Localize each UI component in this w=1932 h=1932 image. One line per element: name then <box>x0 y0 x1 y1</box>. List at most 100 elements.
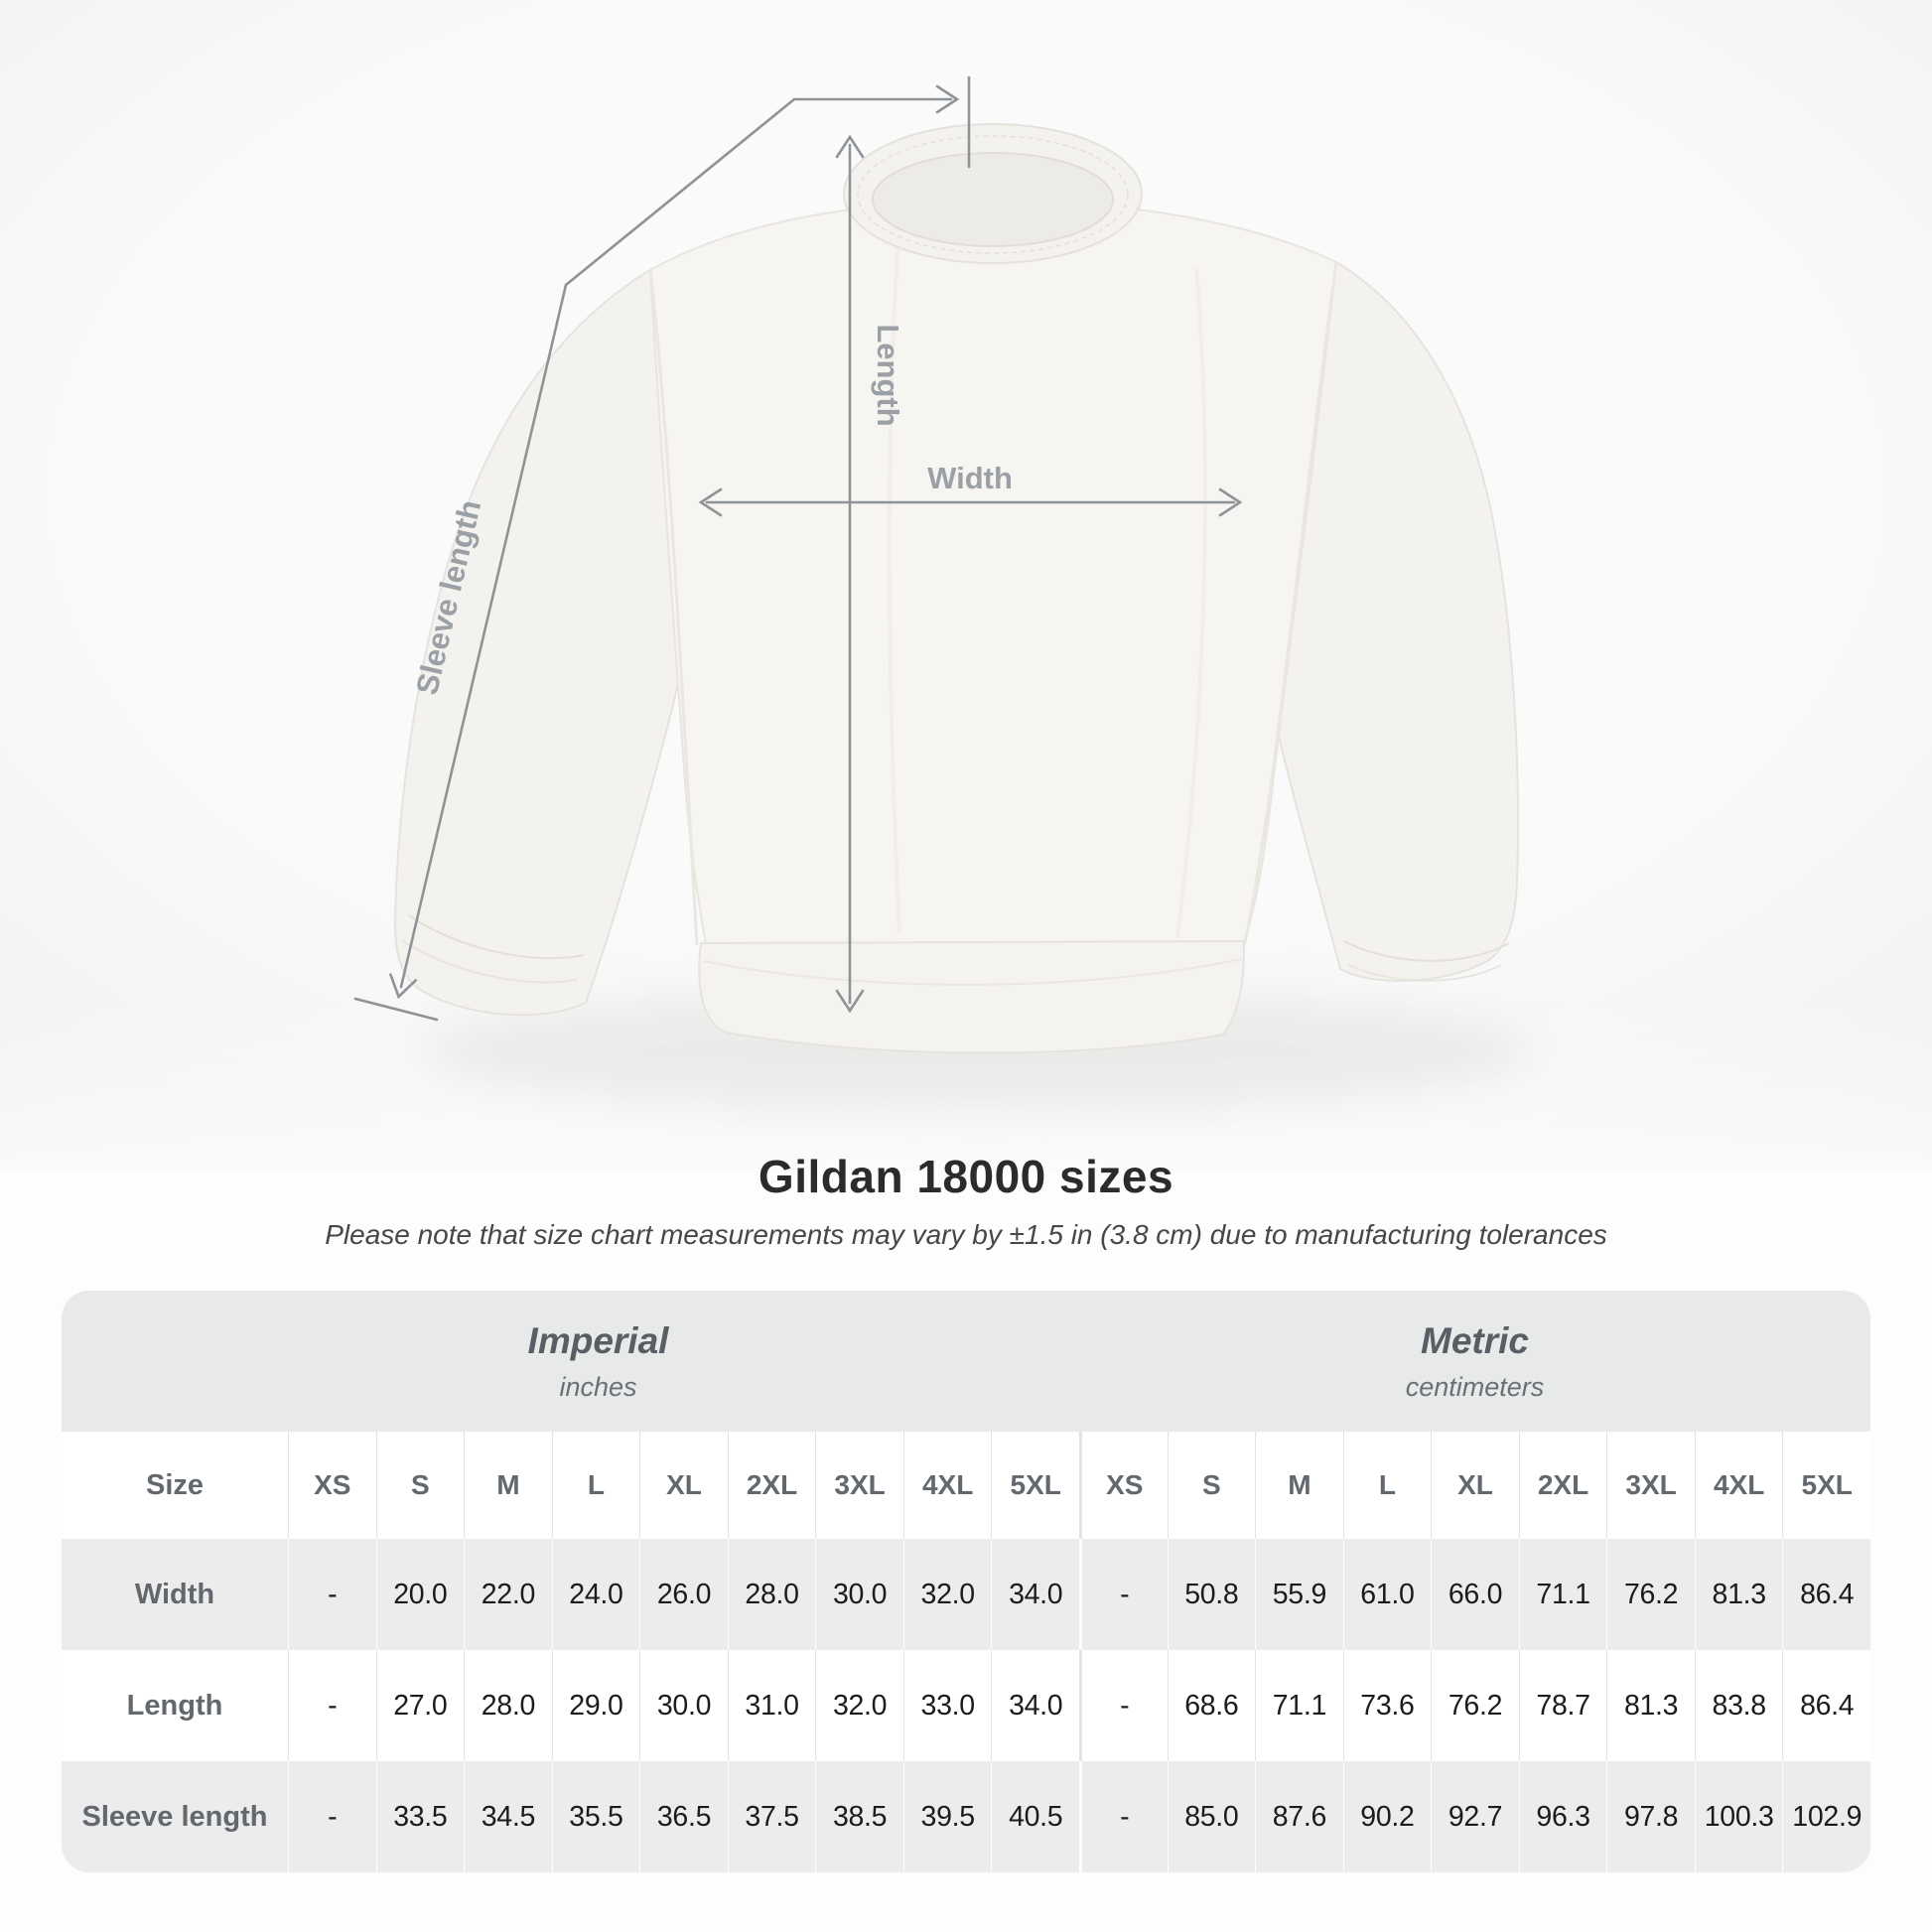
value-cell: - <box>288 1761 376 1872</box>
body <box>648 199 1338 953</box>
value-cell: 85.0 <box>1167 1761 1256 1872</box>
value-cell: - <box>1079 1761 1168 1872</box>
value-cell: 40.5 <box>991 1761 1079 1872</box>
value-cell: 71.1 <box>1518 1539 1607 1650</box>
sleeve-length-line <box>399 97 796 989</box>
left-side-seam <box>648 269 699 946</box>
value-cell: 92.7 <box>1431 1761 1519 1872</box>
value-cell: 90.2 <box>1342 1761 1432 1872</box>
size-col-header: Size <box>62 1432 288 1539</box>
value-cell: - <box>288 1539 376 1650</box>
tolerance-note: Please note that size chart measurements… <box>325 1219 1607 1250</box>
size-header-cell: XL <box>1431 1432 1519 1539</box>
value-cell: 81.3 <box>1694 1539 1783 1650</box>
sweatshirt <box>393 123 1519 1054</box>
value-cell: 36.5 <box>639 1761 728 1872</box>
value-cell: - <box>288 1650 376 1761</box>
metric-title: Metric <box>1421 1319 1529 1361</box>
value-cell: 78.7 <box>1518 1650 1607 1761</box>
value-cell: 24.0 <box>551 1539 640 1650</box>
value-cell: 34.5 <box>464 1761 552 1872</box>
unit-group-imperial: Imperial inches <box>62 1291 1079 1432</box>
size-table: Imperial inches Metric centimeters Size X… <box>62 1291 1870 1872</box>
value-cell: 50.8 <box>1167 1539 1256 1650</box>
size-header-cell: XL <box>639 1432 728 1539</box>
length-label: Length <box>871 324 905 426</box>
row-label: Length <box>62 1650 288 1761</box>
value-cell: 97.8 <box>1606 1761 1695 1872</box>
size-header-cell: 4XL <box>902 1432 992 1539</box>
arrowhead-right-2 <box>1218 487 1243 517</box>
value-cell: - <box>1079 1650 1168 1761</box>
value-cell: 32.0 <box>902 1539 992 1650</box>
value-cell: 61.0 <box>1342 1539 1432 1650</box>
collar-stitch <box>857 135 1129 254</box>
value-cell: 87.6 <box>1255 1761 1343 1872</box>
value-cell: 33.5 <box>375 1761 465 1872</box>
sleeve-tick <box>353 997 439 1022</box>
value-cell: 28.0 <box>464 1650 552 1761</box>
collar-opening <box>872 152 1114 247</box>
size-header-cell: M <box>1255 1432 1343 1539</box>
value-cell: 39.5 <box>902 1761 992 1872</box>
value-cell: 30.0 <box>815 1539 903 1650</box>
row-label: Width <box>62 1539 288 1650</box>
width-label: Width <box>927 461 1013 495</box>
value-cell: 102.9 <box>1782 1761 1870 1872</box>
value-cell: 86.4 <box>1782 1650 1870 1761</box>
imperial-title: Imperial <box>527 1319 669 1361</box>
value-cell: 29.0 <box>551 1650 640 1761</box>
hem-band <box>698 939 1246 1054</box>
arrowhead-right <box>935 84 960 114</box>
value-cell: 66.0 <box>1431 1539 1519 1650</box>
arrowhead-down <box>835 989 865 1014</box>
value-cell: 37.5 <box>727 1761 816 1872</box>
size-header-cell: 5XL <box>991 1432 1079 1539</box>
hem-seam <box>702 958 1242 986</box>
value-cell: 26.0 <box>639 1539 728 1650</box>
value-cell: 30.0 <box>639 1650 728 1761</box>
value-cell: 22.0 <box>464 1539 552 1650</box>
value-cell: 31.0 <box>727 1650 816 1761</box>
value-cell: 76.2 <box>1606 1539 1695 1650</box>
value-cell: 96.3 <box>1518 1761 1607 1872</box>
value-cell: 76.2 <box>1431 1650 1519 1761</box>
unit-group-metric: Metric centimeters <box>1079 1291 1870 1432</box>
value-cell: 33.0 <box>902 1650 992 1761</box>
value-cell: 27.0 <box>375 1650 465 1761</box>
title-block: Gildan 18000 sizes Please note that size… <box>0 1150 1932 1251</box>
value-cell: 20.0 <box>375 1539 465 1650</box>
imperial-unit: inches <box>559 1371 637 1402</box>
size-grid: Size XS S M L XL 2XL 3XL 4XL 5XL XS S M L XL 2XL 3XL 4XL 5… <box>62 1432 1870 1872</box>
right-side-seam <box>1243 261 1338 944</box>
size-header-cell: 2XL <box>727 1432 816 1539</box>
size-header-cell: S <box>375 1432 465 1539</box>
page-title: Gildan 18000 sizes <box>758 1151 1174 1202</box>
size-header-cell: XS <box>288 1432 376 1539</box>
size-header-cell: 4XL <box>1694 1432 1783 1539</box>
size-header-cell: M <box>464 1432 552 1539</box>
crease-right <box>1175 267 1207 939</box>
left-cuff-seam-2 <box>402 940 579 984</box>
arrowhead-sleeve <box>389 973 418 1000</box>
value-cell: 100.3 <box>1694 1761 1783 1872</box>
value-cell: 35.5 <box>551 1761 640 1872</box>
value-cell: 34.0 <box>991 1650 1079 1761</box>
size-header-cell: S <box>1167 1432 1256 1539</box>
size-header-cell: 3XL <box>815 1432 903 1539</box>
size-header-cell: L <box>1342 1432 1432 1539</box>
value-cell: 86.4 <box>1782 1539 1870 1650</box>
left-cuff-seam <box>408 914 585 960</box>
product-photo: Length Width Sleeve length <box>0 0 1932 1241</box>
unit-band: Imperial inches Metric centimeters <box>62 1291 1870 1432</box>
value-cell: 71.1 <box>1255 1650 1343 1761</box>
crease-left <box>887 232 901 934</box>
value-cell: 55.9 <box>1255 1539 1343 1650</box>
size-header-cell: XS <box>1079 1432 1168 1539</box>
value-cell: 38.5 <box>815 1761 903 1872</box>
value-cell: - <box>1079 1539 1168 1650</box>
value-cell: 81.3 <box>1606 1650 1695 1761</box>
value-cell: 68.6 <box>1167 1650 1256 1761</box>
size-header-cell: 2XL <box>1518 1432 1607 1539</box>
